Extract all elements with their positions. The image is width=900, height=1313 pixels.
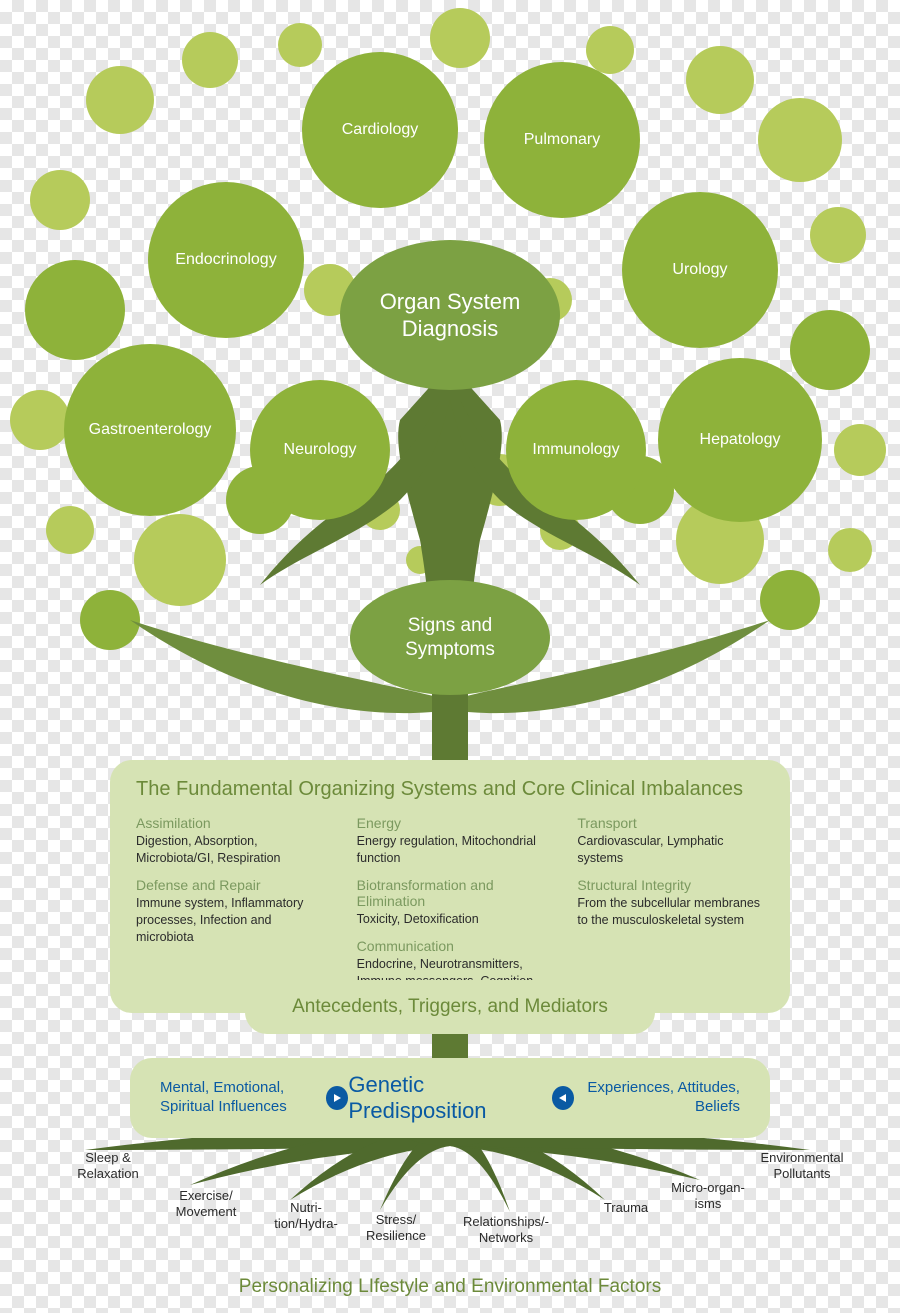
root-label: Nutri-tion/Hydra- (256, 1200, 356, 1231)
leaf-label: Urology (664, 261, 735, 279)
root-label: Micro-organ-isms (658, 1180, 758, 1211)
bottom-caption: Personalizing LIfestyle and Environmenta… (0, 1276, 900, 1298)
section-heading: Assimilation (136, 815, 323, 831)
section-body: Energy regulation, Mitochondrial functio… (357, 833, 544, 867)
panel-core-imbalances: The Fundamental Organizing Systems and C… (110, 760, 790, 1013)
section-heading: Structural Integrity (577, 877, 764, 893)
panel1-col: Assimilation Digestion, Absorption, Micro… (136, 815, 323, 999)
section-heading: Transport (577, 815, 764, 831)
root-label: Stress/Resilience (346, 1212, 446, 1243)
arrow-left-icon (552, 1086, 574, 1110)
panel3-right: Experiences, Attitudes, Beliefs (574, 1079, 740, 1117)
leaf-hepatology: Hepatology (658, 358, 822, 522)
section-heading: Defense and Repair (136, 877, 323, 893)
leaf-cardiology: Cardiology (302, 52, 458, 208)
panel1-title: The Fundamental Organizing Systems and C… (136, 778, 764, 801)
panel-antecedents: Antecedents, Triggers, and Mediators (245, 980, 655, 1034)
leaf-label: Endocrinology (167, 251, 284, 269)
leaf-gastroenterology: Gastroenterology (64, 344, 236, 516)
arrow-right-icon (326, 1086, 348, 1110)
leaf-pulmonary: Pulmonary (484, 62, 640, 218)
leaf-neurology: Neurology (250, 380, 390, 520)
signs-symptoms: Signs andSymptoms (350, 580, 550, 695)
section-body: Digestion, Absorption, Microbiota/GI, Re… (136, 833, 323, 867)
root-label: EnvironmentalPollutants (752, 1150, 852, 1181)
section-body: From the subcellular membranes to the mu… (577, 895, 764, 929)
panel1-col: Energy Energy regulation, Mitochondrial f… (357, 815, 544, 999)
leaf-label: Immunology (524, 441, 627, 459)
section-body: Immune system, Inflammatory processes, I… (136, 895, 323, 946)
section-body: Cardiovascular, Lymphatic systems (577, 833, 764, 867)
section-body: Toxicity, Detoxification (357, 911, 544, 928)
panel-genetic: Mental, Emotional, Spiritual Influences G… (130, 1058, 770, 1138)
leaf-endocrinology: Endocrinology (148, 182, 304, 338)
section-heading: Communication (357, 938, 544, 954)
center-organ-system: Organ SystemDiagnosis (340, 240, 560, 390)
leaf-label: Cardiology (334, 121, 426, 139)
root-label: Sleep &Relaxation (58, 1150, 158, 1181)
leaf-label: Gastroenterology (81, 421, 220, 439)
section-heading: Energy (357, 815, 544, 831)
panel1-col: Transport Cardiovascular, Lymphatic syste… (577, 815, 764, 999)
leaf-urology: Urology (622, 192, 778, 348)
panel3-left: Mental, Emotional, Spiritual Influences (160, 1079, 326, 1117)
leaf-label: Neurology (276, 441, 365, 459)
leaf-immunology: Immunology (506, 380, 646, 520)
root-label: Exercise/Movement (156, 1188, 256, 1219)
section-heading: Biotransformation and Elimination (357, 877, 544, 909)
infographic-tree: Cardiology Pulmonary Endocrinology Urology G… (0, 0, 900, 1313)
leaf-label: Pulmonary (516, 131, 608, 149)
panel3-center: Genetic Predisposition (348, 1072, 551, 1124)
leaf-label: Hepatology (692, 431, 789, 449)
root-label: Relationships/-Networks (456, 1214, 556, 1245)
